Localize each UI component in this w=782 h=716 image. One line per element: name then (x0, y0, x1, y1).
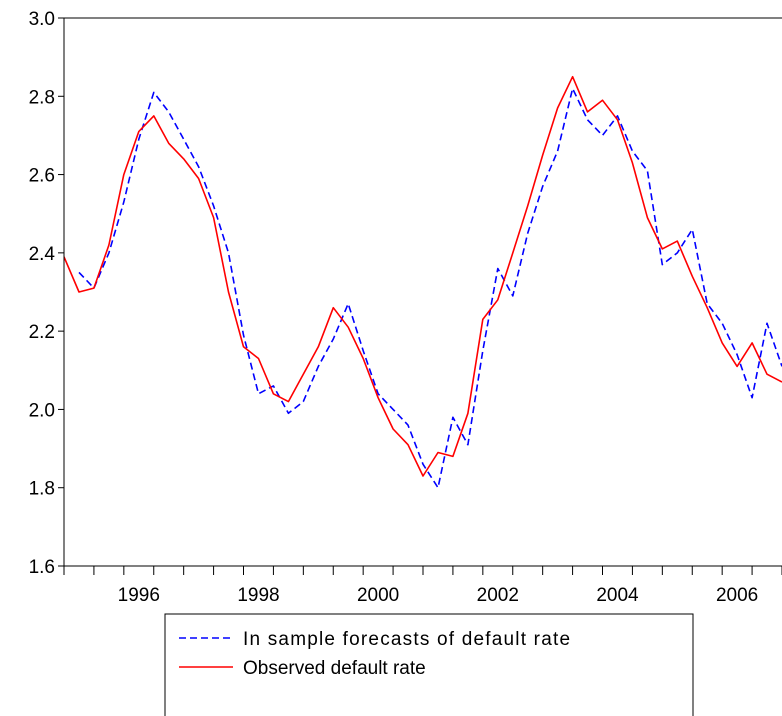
y-tick-label: 2.2 (29, 322, 55, 343)
x-tick-label: 2000 (357, 585, 399, 606)
plot-area (64, 75, 782, 489)
legend: In sample forecasts of default rate Obser… (164, 613, 694, 716)
forecast-series-line (78, 87, 782, 489)
legend-box (164, 613, 694, 716)
y-tick-label: 2.0 (29, 400, 55, 421)
x-tick-label: 1998 (237, 585, 279, 606)
y-tick-label: 1.8 (29, 479, 55, 500)
legend-label: Observed default rate (243, 658, 426, 679)
y-tick-label: 1.6 (29, 557, 55, 578)
x-tick-label: 2002 (477, 585, 519, 606)
x-tick-label: 2006 (716, 585, 758, 606)
x-tick-label: 2004 (596, 585, 639, 606)
y-tick-label: 2.8 (29, 87, 55, 108)
observed-series-line (64, 75, 782, 477)
axes: 1.6 1.8 2.0 2.2 2.4 2.6 2.8 3.0 1996 1998 2000 2002… (29, 9, 782, 606)
y-tick-label: 2.4 (29, 244, 56, 265)
legend-label: In sample forecasts of default rate (243, 629, 571, 650)
y-tick-label: 2.6 (29, 166, 55, 187)
y-tick-label: 3.0 (29, 9, 55, 30)
x-tick-label: 1996 (118, 585, 160, 606)
